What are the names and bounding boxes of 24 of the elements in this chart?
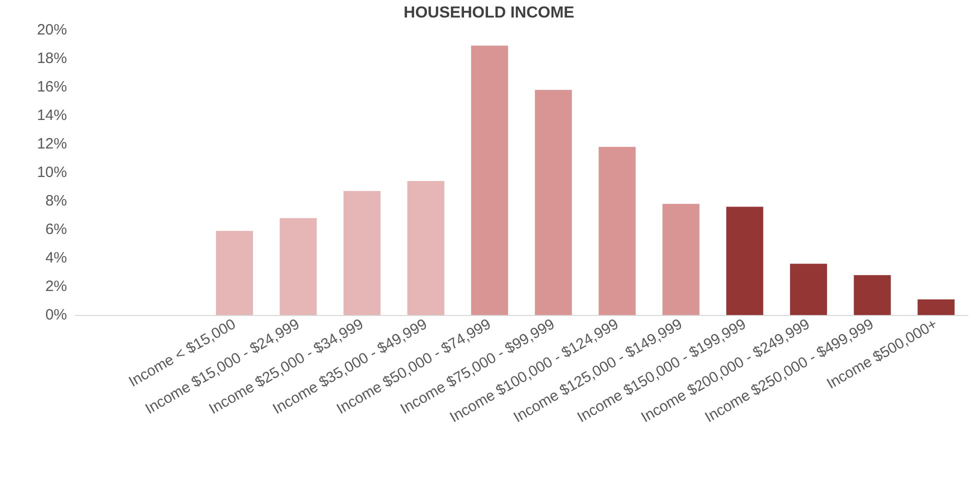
y-tick-label: 18% — [36, 50, 67, 67]
y-tick-label: 6% — [45, 221, 67, 238]
bar — [534, 90, 572, 315]
chart-title: HOUSEHOLD INCOME — [404, 4, 575, 22]
bar — [854, 275, 891, 315]
bar — [216, 230, 253, 315]
y-tick-label: 20% — [36, 22, 67, 38]
bar — [918, 299, 955, 315]
bar — [407, 181, 444, 315]
bar — [344, 191, 381, 315]
y-tick-label: 10% — [36, 164, 67, 181]
y-tick-label: 16% — [36, 78, 67, 96]
bar — [280, 218, 317, 315]
bar — [598, 146, 636, 315]
y-tick-label: 8% — [45, 192, 67, 210]
y-tick-label: 0% — [45, 306, 67, 324]
bar — [726, 206, 764, 315]
bar — [471, 46, 508, 315]
y-tick-label: 2% — [45, 278, 67, 295]
bar — [790, 264, 828, 315]
bar — [662, 204, 700, 315]
y-tick-label: 14% — [36, 107, 67, 124]
y-tick-label: 4% — [45, 250, 67, 266]
y-tick-label: 12% — [36, 136, 67, 152]
